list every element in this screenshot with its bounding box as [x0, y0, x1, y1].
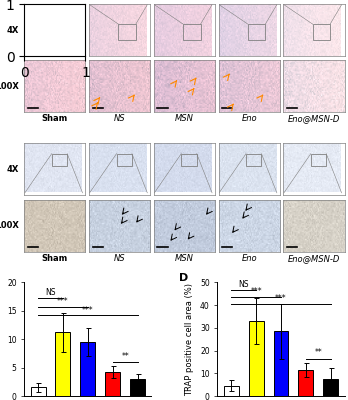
Text: NS: NS [45, 288, 56, 298]
X-axis label: Sham: Sham [42, 114, 68, 124]
X-axis label: Eno: Eno [242, 254, 257, 263]
Bar [323, 379, 338, 396]
Bar [274, 331, 288, 396]
X-axis label: NS: NS [114, 114, 126, 124]
Text: ***: *** [250, 287, 262, 296]
Text: NS: NS [238, 280, 249, 290]
Bar [299, 370, 314, 396]
Bar [118, 24, 136, 40]
Bar [105, 372, 120, 396]
Bar [246, 154, 261, 166]
X-axis label: NS: NS [114, 254, 126, 263]
X-axis label: MSN: MSN [175, 114, 194, 124]
Text: **: ** [121, 352, 129, 361]
Text: D: D [179, 273, 189, 283]
Bar [54, 24, 71, 40]
Text: A: A [24, 4, 33, 14]
Text: B: B [24, 143, 33, 153]
X-axis label: Sham: Sham [42, 254, 68, 263]
Bar [31, 388, 46, 396]
Text: 4X: 4X [7, 165, 19, 174]
Bar [311, 154, 326, 166]
X-axis label: Eno@MSN-D: Eno@MSN-D [288, 114, 340, 124]
Y-axis label: TRAP positive cell number: TRAP positive cell number [0, 284, 1, 394]
X-axis label: Eno: Eno [242, 114, 257, 124]
Bar [52, 154, 67, 166]
Bar [248, 321, 263, 396]
Text: ***: *** [57, 297, 69, 306]
Bar [117, 154, 132, 166]
Bar [55, 332, 70, 396]
Bar [313, 24, 330, 40]
Bar [224, 386, 239, 396]
Text: ***: *** [275, 294, 287, 303]
Bar [248, 24, 265, 40]
Bar [130, 379, 145, 396]
X-axis label: Eno@MSN-D: Eno@MSN-D [288, 254, 340, 263]
Text: 100X: 100X [0, 221, 19, 230]
X-axis label: MSN: MSN [175, 254, 194, 263]
Bar [80, 342, 95, 396]
Text: **: ** [315, 348, 322, 357]
Bar [183, 24, 200, 40]
Bar [181, 154, 197, 166]
Text: 4X: 4X [7, 26, 19, 34]
Y-axis label: TRAP positive cell area (%): TRAP positive cell area (%) [185, 283, 195, 396]
Text: 100X: 100X [0, 82, 19, 91]
Text: ***: *** [82, 306, 94, 314]
